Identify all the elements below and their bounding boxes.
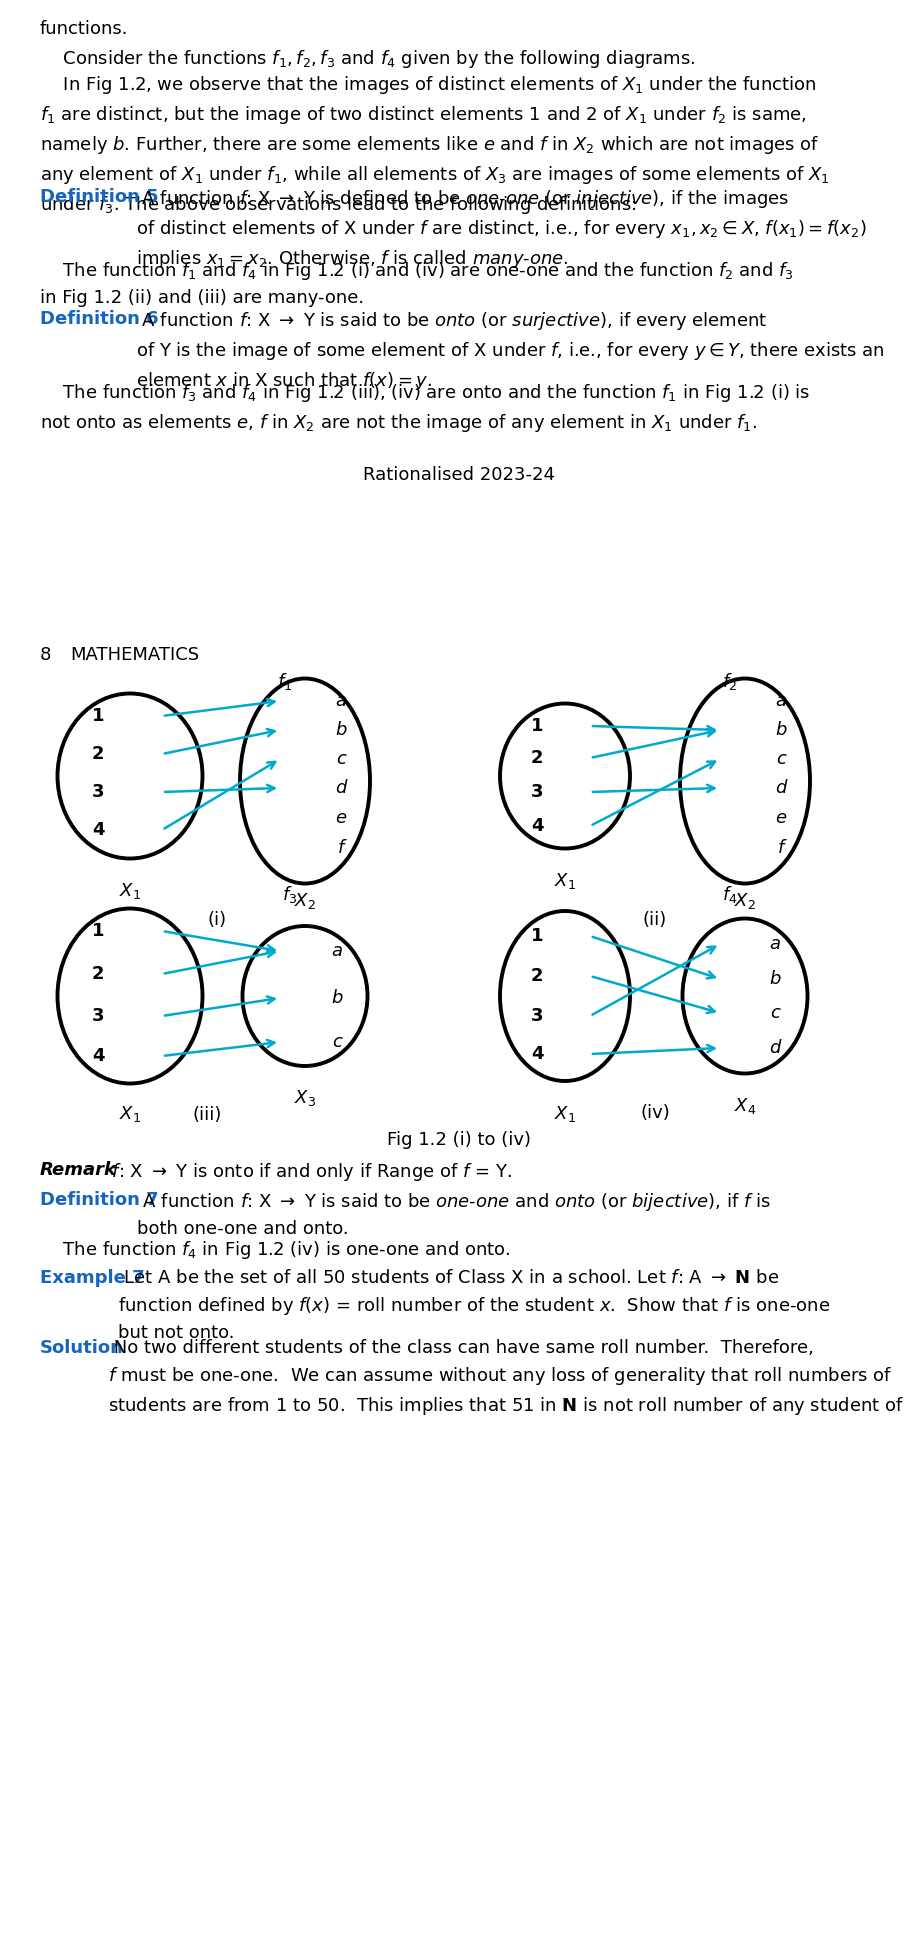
- Text: Definition 7: Definition 7: [40, 1191, 159, 1208]
- Text: c: c: [776, 749, 786, 769]
- Text: Fig 1.2 (i) to (iv): Fig 1.2 (i) to (iv): [387, 1131, 531, 1148]
- Text: 3: 3: [531, 782, 543, 802]
- Text: functions.: functions.: [40, 19, 129, 39]
- Text: c: c: [770, 1004, 780, 1022]
- Text: 4: 4: [531, 1045, 543, 1063]
- Text: c: c: [332, 1033, 341, 1051]
- Text: a: a: [776, 693, 787, 710]
- Text: 1: 1: [92, 922, 105, 940]
- Text: (ii): (ii): [643, 911, 667, 928]
- Text: d: d: [776, 778, 787, 798]
- Text: A function $f$: X $\rightarrow$ Y is defined to be $\mathit{one}$-$\mathit{one}$: A function $f$: X $\rightarrow$ Y is def…: [136, 189, 867, 270]
- Text: e: e: [776, 810, 787, 827]
- Text: (iv): (iv): [640, 1103, 670, 1123]
- Text: 4: 4: [92, 821, 105, 839]
- Text: (i): (i): [207, 911, 227, 928]
- Text: 3: 3: [531, 1006, 543, 1026]
- Text: e: e: [335, 810, 347, 827]
- Text: a: a: [335, 693, 346, 710]
- Text: Consider the functions $f_1, f_2, f_3$ and $f_4$ given by the following diagrams: Consider the functions $f_1, f_2, f_3$ a…: [40, 49, 696, 70]
- Text: $f_4$: $f_4$: [722, 883, 738, 905]
- Text: f: f: [778, 839, 784, 856]
- Text: b: b: [769, 969, 780, 989]
- Text: $f_3$: $f_3$: [283, 883, 297, 905]
- Text: 2: 2: [92, 745, 105, 763]
- Text: Remark: Remark: [40, 1162, 117, 1179]
- Text: MATHEMATICS: MATHEMATICS: [70, 646, 199, 664]
- Text: 1: 1: [531, 716, 543, 736]
- Text: 1: 1: [531, 926, 543, 946]
- Text: $X_4$: $X_4$: [733, 1096, 756, 1115]
- Text: The function $f_4$ in Fig 1.2 (iv) is one-one and onto.: The function $f_4$ in Fig 1.2 (iv) is on…: [40, 1240, 510, 1261]
- Text: The function $f_3$ and $f_4$ in Fig 1.2 (iii), (iv) are onto and the function $f: The function $f_3$ and $f_4$ in Fig 1.2 …: [40, 381, 811, 434]
- Text: In Fig 1.2, we observe that the images of distinct elements of $X_1$ under the f: In Fig 1.2, we observe that the images o…: [40, 74, 830, 216]
- Text: $f_2$: $f_2$: [722, 671, 737, 693]
- Text: Example 7: Example 7: [40, 1269, 145, 1286]
- Text: 3: 3: [92, 782, 105, 802]
- Text: (iii): (iii): [192, 1105, 221, 1125]
- Text: $f$: X $\rightarrow$ Y is onto if and only if Range of $f$ = Y.: $f$: X $\rightarrow$ Y is onto if and on…: [106, 1162, 512, 1183]
- Text: f: f: [338, 839, 344, 856]
- Text: $X_2$: $X_2$: [734, 891, 756, 911]
- Text: a: a: [769, 934, 780, 954]
- Text: Definition 5: Definition 5: [40, 189, 159, 206]
- Text: Definition 6: Definition 6: [40, 309, 159, 329]
- Text: No two different students of the class can have same roll number.  Therefore,
$f: No two different students of the class c…: [108, 1339, 904, 1417]
- Text: $X_1$: $X_1$: [554, 872, 576, 891]
- Text: $X_1$: $X_1$: [554, 1103, 576, 1125]
- Text: 3: 3: [92, 1006, 105, 1026]
- Text: A function $f$: X $\rightarrow$ Y is said to be $\mathit{one}$-$\mathit{one}$ an: A function $f$: X $\rightarrow$ Y is sai…: [137, 1191, 771, 1238]
- Text: $f_1$: $f_1$: [277, 671, 293, 693]
- Text: d: d: [769, 1039, 780, 1057]
- Text: c: c: [336, 749, 346, 769]
- Text: 2: 2: [531, 967, 543, 985]
- Text: The function $f_1$ and $f_4$ in Fig 1.2 (i) and (iv) are one-one and the functio: The function $f_1$ and $f_4$ in Fig 1.2 …: [40, 261, 794, 307]
- Text: Let A be the set of all 50 students of Class X in a school. Let $f$: A $\rightar: Let A be the set of all 50 students of C…: [118, 1269, 830, 1343]
- Text: 8: 8: [40, 646, 51, 664]
- Text: $X_2$: $X_2$: [294, 891, 316, 911]
- Text: 2: 2: [92, 965, 105, 983]
- Text: $X_1$: $X_1$: [119, 1103, 141, 1125]
- Text: b: b: [776, 722, 787, 739]
- Text: 2: 2: [531, 749, 543, 767]
- Text: Rationalised 2023-24: Rationalised 2023-24: [363, 465, 555, 485]
- Text: A function $f$: X $\rightarrow$ Y is said to be $\mathbf{\mathit{onto}}$ (or $\m: A function $f$: X $\rightarrow$ Y is sai…: [136, 309, 885, 391]
- Text: $X_3$: $X_3$: [294, 1088, 316, 1107]
- Text: 4: 4: [92, 1047, 105, 1064]
- Text: 4: 4: [531, 817, 543, 835]
- Text: a: a: [331, 942, 342, 959]
- Text: 1: 1: [92, 706, 105, 726]
- Text: Solution: Solution: [40, 1339, 124, 1356]
- Text: b: b: [331, 989, 342, 1006]
- Text: d: d: [335, 778, 347, 798]
- Text: $X_1$: $X_1$: [119, 882, 141, 901]
- Text: b: b: [335, 722, 347, 739]
